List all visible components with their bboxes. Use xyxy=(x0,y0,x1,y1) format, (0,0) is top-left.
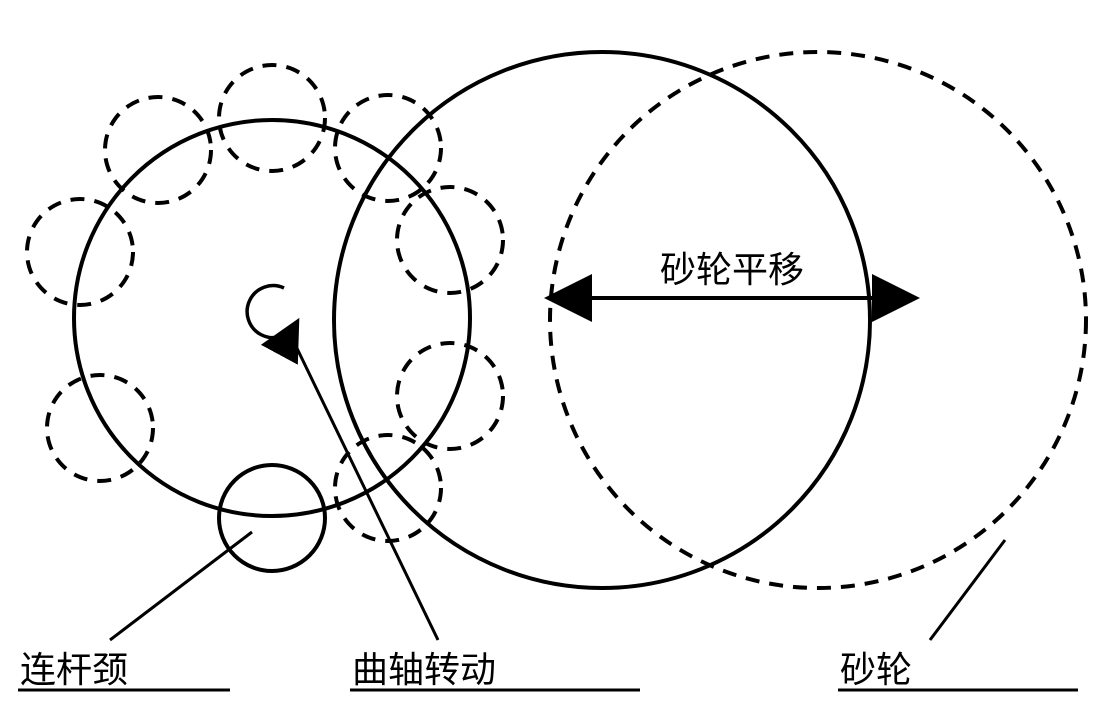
crankpin-position-ghost xyxy=(335,95,441,201)
translate-arrow-label: 砂轮平移 xyxy=(660,250,804,290)
crankpin-position-ghost xyxy=(335,435,441,541)
label-crankpin-label: 连杆颈 xyxy=(20,650,128,690)
label-grinding-wheel-leader xyxy=(930,540,1005,640)
crankpin-orbit xyxy=(74,120,470,516)
label-crankshaft-rotation-label: 曲轴转动 xyxy=(352,650,496,690)
label-grinding-wheel-label: 砂轮 xyxy=(840,650,912,690)
label-crankpin-leader xyxy=(110,532,252,640)
crankpin-position-ghost xyxy=(105,97,211,203)
crankpin-position-ghost xyxy=(397,343,503,449)
grinding-wheel-translated xyxy=(550,52,1086,588)
grinding-wheel xyxy=(334,52,870,588)
crankpin-position-ghost xyxy=(27,199,133,305)
crankpin-position-ghost xyxy=(397,187,503,293)
label-crankshaft-rotation-leader xyxy=(292,338,438,640)
rotation-arrow xyxy=(247,286,296,338)
